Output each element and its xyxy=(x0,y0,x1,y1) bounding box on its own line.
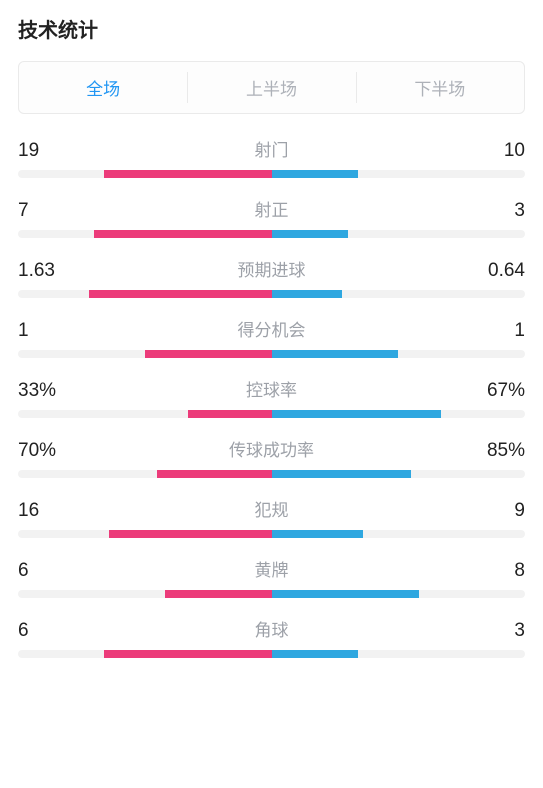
stat-header: 33%控球率67% xyxy=(18,376,525,402)
stat-bar-right xyxy=(272,290,343,298)
stat-bar-right xyxy=(272,350,399,358)
stat-bar-left xyxy=(188,410,272,418)
stat-header: 6黄牌8 xyxy=(18,556,525,582)
stat-bar-right xyxy=(272,590,419,598)
stat-row: 70%传球成功率85% xyxy=(18,436,525,478)
stat-header: 1得分机会1 xyxy=(18,316,525,342)
stat-bar-right xyxy=(272,170,358,178)
stat-bar-left xyxy=(109,530,271,538)
tab-0[interactable]: 全场 xyxy=(19,62,187,113)
stat-bar-left xyxy=(104,170,271,178)
stat-label: 控球率 xyxy=(68,376,475,401)
stat-right-value: 8 xyxy=(475,560,525,582)
stat-bar-left xyxy=(89,290,272,298)
stat-left-value: 70% xyxy=(18,440,68,462)
stat-header: 19射门10 xyxy=(18,136,525,162)
stat-left-value: 7 xyxy=(18,200,68,222)
stat-right-value: 67% xyxy=(475,380,525,402)
stat-label: 射正 xyxy=(68,196,475,221)
stat-row: 1得分机会1 xyxy=(18,316,525,358)
stat-row: 7射正3 xyxy=(18,196,525,238)
stat-bar xyxy=(18,650,525,658)
stat-left-value: 33% xyxy=(18,380,68,402)
stat-left-value: 19 xyxy=(18,140,68,162)
stat-row: 6黄牌8 xyxy=(18,556,525,598)
stat-left-value: 1.63 xyxy=(18,260,68,282)
stat-bar-left xyxy=(104,650,271,658)
stat-row: 16犯规9 xyxy=(18,496,525,538)
stat-bar xyxy=(18,470,525,478)
stat-bar xyxy=(18,410,525,418)
stat-bar xyxy=(18,350,525,358)
stats-panel: 技术统计 全场上半场下半场 19射门107射正31.63预期进球0.641得分机… xyxy=(0,0,543,706)
tab-label: 全场 xyxy=(86,80,120,99)
stat-bar-right xyxy=(272,470,411,478)
stat-label: 传球成功率 xyxy=(68,436,475,461)
period-tabs: 全场 上半场 下半场 xyxy=(18,61,525,114)
tab-label: 上半场 xyxy=(246,80,297,99)
stat-bar-left xyxy=(145,350,272,358)
stat-bar-left xyxy=(157,470,271,478)
stat-bar xyxy=(18,170,525,178)
stat-label: 预期进球 xyxy=(68,256,475,281)
stat-header: 1.63预期进球0.64 xyxy=(18,256,525,282)
stat-header: 7射正3 xyxy=(18,196,525,222)
stat-bar-right xyxy=(272,530,363,538)
stat-label: 黄牌 xyxy=(68,556,475,581)
stat-bar xyxy=(18,590,525,598)
stat-left-value: 6 xyxy=(18,560,68,582)
stat-right-value: 10 xyxy=(475,140,525,162)
stat-right-value: 3 xyxy=(475,200,525,222)
stat-bar-right xyxy=(272,410,442,418)
stat-label: 犯规 xyxy=(68,496,475,521)
stat-bar xyxy=(18,530,525,538)
stat-header: 16犯规9 xyxy=(18,496,525,522)
stat-header: 70%传球成功率85% xyxy=(18,436,525,462)
tab-label: 下半场 xyxy=(414,80,465,99)
stat-left-value: 6 xyxy=(18,620,68,642)
stat-left-value: 16 xyxy=(18,500,68,522)
panel-title: 技术统计 xyxy=(18,14,525,43)
stat-label: 角球 xyxy=(68,616,475,641)
tab-1[interactable]: 上半场 xyxy=(187,62,355,113)
stat-bar-left xyxy=(165,590,271,598)
stat-row: 1.63预期进球0.64 xyxy=(18,256,525,298)
stats-list: 19射门107射正31.63预期进球0.641得分机会133%控球率67%70%… xyxy=(18,136,525,658)
stat-bar-left xyxy=(94,230,271,238)
stat-right-value: 0.64 xyxy=(475,260,525,282)
stat-label: 得分机会 xyxy=(68,316,475,341)
stat-right-value: 1 xyxy=(475,320,525,342)
stat-row: 33%控球率67% xyxy=(18,376,525,418)
stat-bar xyxy=(18,230,525,238)
stat-right-value: 3 xyxy=(475,620,525,642)
stat-right-value: 9 xyxy=(475,500,525,522)
stat-row: 19射门10 xyxy=(18,136,525,178)
stat-bar xyxy=(18,290,525,298)
stat-bar-right xyxy=(272,230,348,238)
stat-header: 6角球3 xyxy=(18,616,525,642)
stat-left-value: 1 xyxy=(18,320,68,342)
stat-row: 6角球3 xyxy=(18,616,525,658)
stat-bar-right xyxy=(272,650,358,658)
tab-2[interactable]: 下半场 xyxy=(356,62,524,113)
stat-right-value: 85% xyxy=(475,440,525,462)
stat-label: 射门 xyxy=(68,136,475,161)
